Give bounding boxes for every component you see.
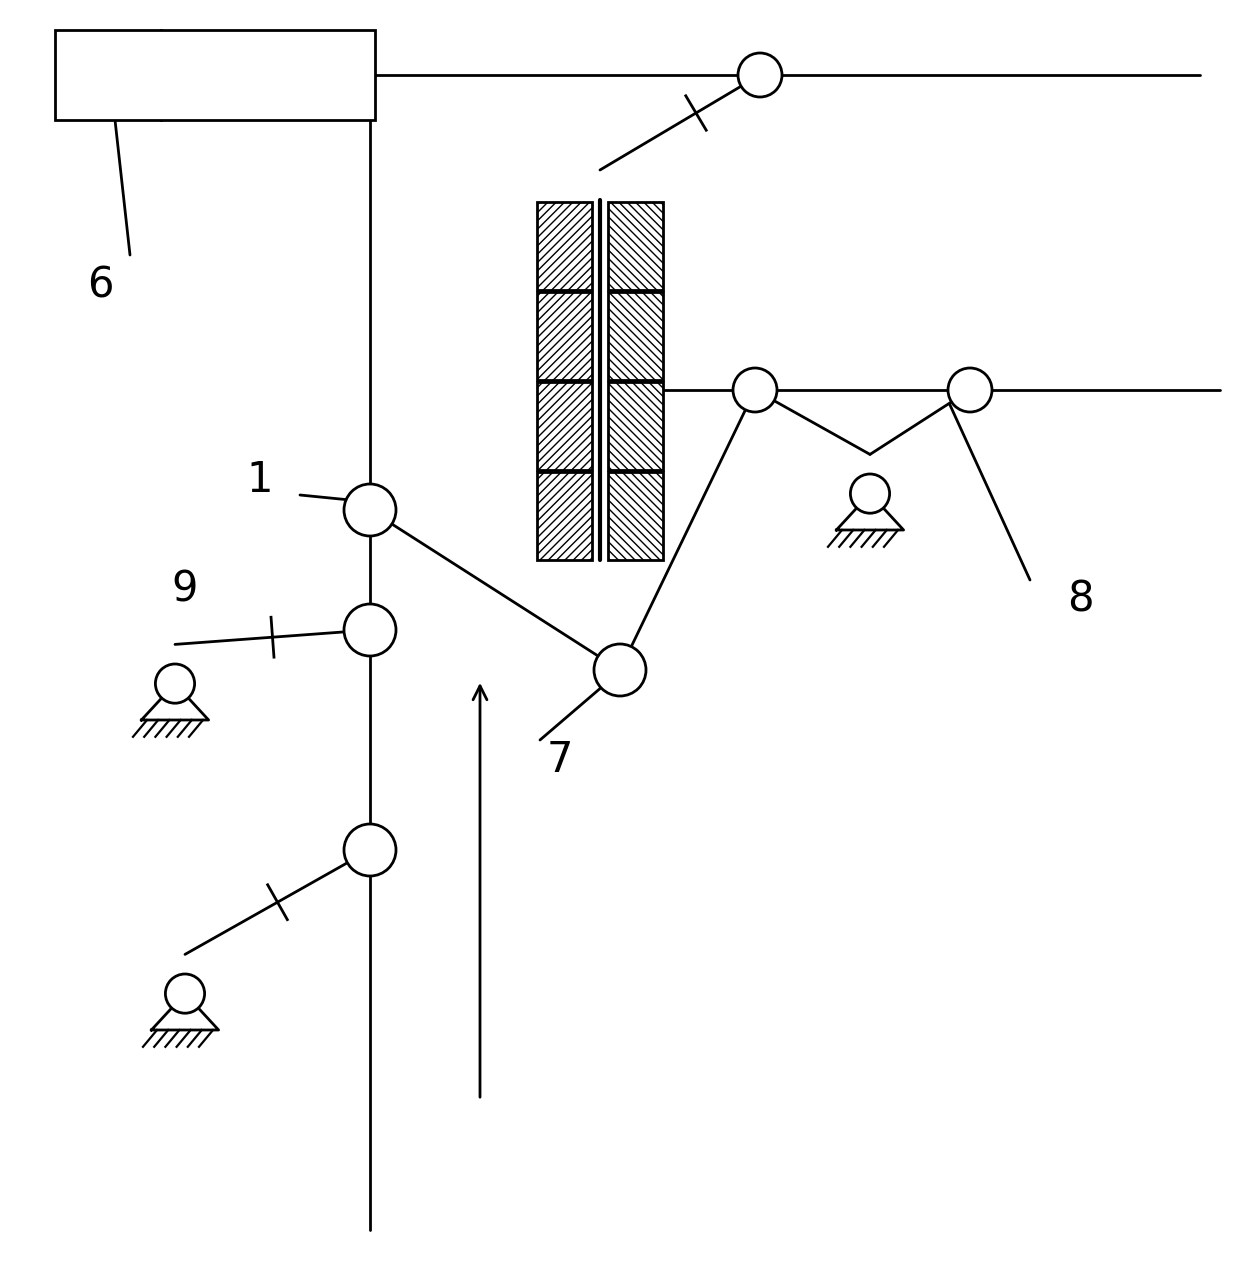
Text: 1: 1 — [247, 458, 273, 501]
Bar — [608, 202, 663, 290]
Text: 9: 9 — [172, 569, 198, 611]
Text: 8: 8 — [1066, 579, 1094, 621]
Circle shape — [949, 369, 992, 412]
Bar — [608, 473, 663, 560]
Bar — [537, 291, 591, 380]
Circle shape — [733, 369, 777, 412]
Circle shape — [851, 474, 889, 514]
Text: 6: 6 — [87, 265, 113, 306]
Bar — [537, 202, 591, 290]
Bar — [537, 383, 591, 470]
Circle shape — [343, 484, 396, 535]
Text: 7: 7 — [547, 740, 573, 781]
Circle shape — [594, 645, 646, 696]
Circle shape — [343, 824, 396, 876]
Circle shape — [738, 53, 782, 98]
Circle shape — [165, 975, 205, 1013]
Circle shape — [155, 664, 195, 704]
Bar — [608, 383, 663, 470]
Bar — [608, 291, 663, 380]
Bar — [55, 30, 374, 119]
Circle shape — [343, 603, 396, 656]
Bar — [537, 473, 591, 560]
